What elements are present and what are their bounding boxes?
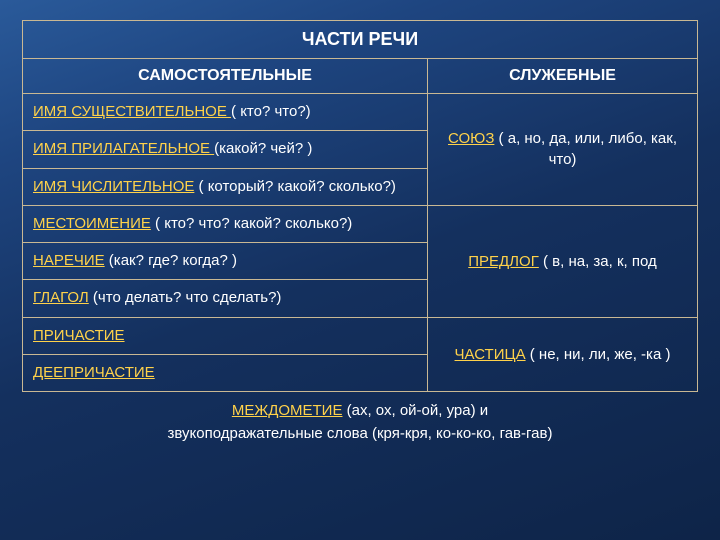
- q-verb: (что делать? что сделать?): [89, 289, 282, 306]
- header-row: САМОСТОЯТЕЛЬНЫЕ СЛУЖЕБНЫЕ: [23, 59, 698, 94]
- q-adverb: (как? где? когда? ): [105, 252, 237, 269]
- left-cell-numeral: ИМЯ ЧИСЛИТЕЛЬНОЕ ( который? какой? сколь…: [23, 168, 428, 205]
- q-preposition: ( в, на, за, к, под: [539, 253, 657, 270]
- footer: МЕЖДОМЕТИЕ (ах, ох, ой-ой, ура) и звукоп…: [22, 400, 698, 445]
- right-cell-preposition: ПРЕДЛОГ ( в, на, за, к, под: [428, 205, 698, 317]
- footer-rest1: (ах, ох, ой-ой, ура) и: [342, 402, 488, 419]
- term-adverb: НАРЕЧИЕ: [33, 252, 105, 269]
- right-cell-conjunction: СОЮЗ ( а, но, да, или, либо, как, что): [428, 94, 698, 206]
- q-numeral: ( который? какой? сколько?): [194, 178, 396, 195]
- left-cell-participle: ПРИЧАСТИЕ: [23, 317, 428, 354]
- table-row: ПРИЧАСТИЕ ЧАСТИЦА ( не, ни, ли, же, -ка …: [23, 317, 698, 354]
- table-row: ИМЯ СУЩЕСТВИТЕЛЬНОЕ ( кто? что?) СОЮЗ ( …: [23, 94, 698, 131]
- left-cell-adverb: НАРЕЧИЕ (как? где? когда? ): [23, 243, 428, 280]
- left-cell-noun: ИМЯ СУЩЕСТВИТЕЛЬНОЕ ( кто? что?): [23, 94, 428, 131]
- table-row: МЕСТОИМЕНИЕ ( кто? что? какой? сколько?)…: [23, 205, 698, 242]
- term-particle: ЧАСТИЦА: [455, 346, 526, 363]
- title-row: ЧАСТИ РЕЧИ: [23, 21, 698, 59]
- parts-of-speech-table: ЧАСТИ РЕЧИ САМОСТОЯТЕЛЬНЫЕ СЛУЖЕБНЫЕ ИМЯ…: [22, 20, 698, 392]
- q-conjunction: ( а, но, да, или, либо, как, что): [494, 130, 677, 168]
- footer-rest2: звукоподражательные слова (кря-кря, ко-к…: [168, 425, 553, 442]
- slide: ЧАСТИ РЕЧИ САМОСТОЯТЕЛЬНЫЕ СЛУЖЕБНЫЕ ИМЯ…: [0, 0, 720, 540]
- term-numeral: ИМЯ ЧИСЛИТЕЛЬНОЕ: [33, 178, 194, 195]
- term-preposition: ПРЕДЛОГ: [468, 253, 539, 270]
- q-particle: ( не, ни, ли, же, -ка ): [526, 346, 671, 363]
- term-pronoun: МЕСТОИМЕНИЕ: [33, 215, 151, 232]
- term-noun: ИМЯ СУЩЕСТВИТЕЛЬНОЕ: [33, 103, 231, 120]
- table-title: ЧАСТИ РЕЧИ: [23, 21, 698, 59]
- q-adjective: (какой? чей? ): [214, 140, 312, 157]
- term-participle: ПРИЧАСТИЕ: [33, 327, 125, 344]
- header-right: СЛУЖЕБНЫЕ: [428, 59, 698, 94]
- left-cell-pronoun: МЕСТОИМЕНИЕ ( кто? что? какой? сколько?): [23, 205, 428, 242]
- term-verb: ГЛАГОЛ: [33, 289, 89, 306]
- left-cell-adjective: ИМЯ ПРИЛАГАТЕЛЬНОЕ (какой? чей? ): [23, 131, 428, 168]
- left-cell-gerund: ДЕЕПРИЧАСТИЕ: [23, 354, 428, 391]
- term-gerund: ДЕЕПРИЧАСТИЕ: [33, 364, 155, 381]
- right-cell-particle: ЧАСТИЦА ( не, ни, ли, же, -ка ): [428, 317, 698, 392]
- header-left: САМОСТОЯТЕЛЬНЫЕ: [23, 59, 428, 94]
- term-adjective: ИМЯ ПРИЛАГАТЕЛЬНОЕ: [33, 140, 214, 157]
- term-interjection: МЕЖДОМЕТИЕ: [232, 402, 343, 419]
- term-conjunction: СОЮЗ: [448, 130, 494, 147]
- left-cell-verb: ГЛАГОЛ (что делать? что сделать?): [23, 280, 428, 317]
- q-pronoun: ( кто? что? какой? сколько?): [151, 215, 352, 232]
- q-noun: ( кто? что?): [231, 103, 311, 120]
